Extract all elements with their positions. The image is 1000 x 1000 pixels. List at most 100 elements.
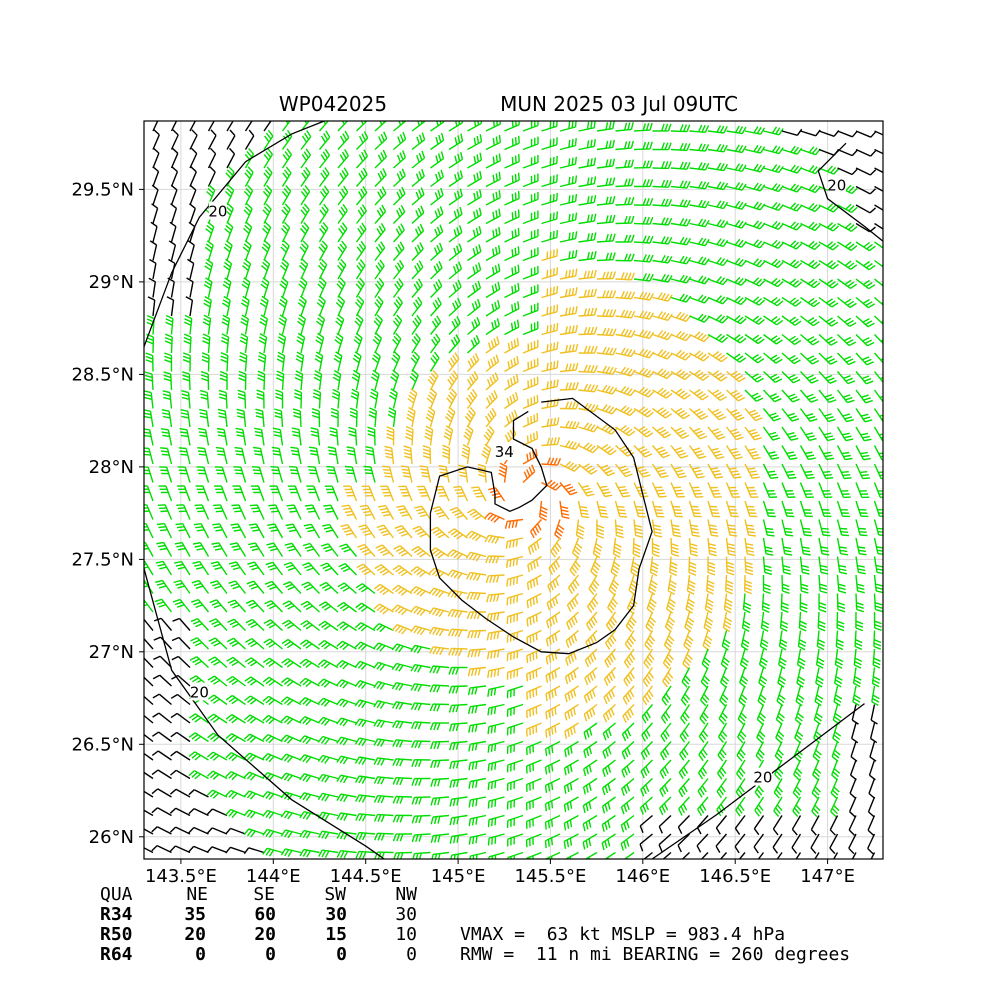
wind-barb — [277, 332, 287, 354]
wind-barb — [430, 242, 444, 262]
wind-barb — [762, 574, 771, 595]
wind-barb — [226, 637, 246, 650]
wind-barb — [867, 815, 876, 836]
wind-barb — [374, 259, 385, 280]
wind-barb — [621, 740, 635, 760]
wind-radii-table: QUA NE SE SW NW R34 35 60 30 30 R50 20 2… — [100, 884, 417, 965]
wind-barb — [522, 376, 539, 391]
wind-barb — [726, 352, 747, 363]
wind-barb — [578, 194, 597, 206]
wind-barb — [855, 278, 876, 290]
wind-barb — [679, 722, 691, 743]
wind-barb — [677, 833, 690, 853]
wind-barb — [744, 352, 765, 364]
wind-barb — [651, 482, 667, 498]
wind-barb — [410, 625, 431, 636]
wind-barb — [796, 667, 806, 688]
wind-barb — [704, 593, 714, 614]
wind-barb — [578, 345, 598, 354]
wind-barb — [485, 134, 501, 151]
wind-barb — [355, 850, 376, 859]
wind-barb — [346, 446, 358, 465]
wind-barb — [180, 409, 191, 428]
wind-barb — [641, 704, 654, 724]
wind-barb — [837, 296, 857, 308]
wind-barb — [781, 574, 790, 594]
wind-barb — [262, 676, 283, 687]
wind-barb — [271, 446, 284, 465]
wind-barb — [633, 197, 654, 206]
wind-barb — [688, 426, 708, 440]
wind-barb — [818, 222, 840, 232]
wind-barb — [392, 314, 403, 335]
wind-barb — [380, 485, 395, 502]
wind-barb — [207, 121, 215, 132]
wind-barb — [485, 354, 500, 373]
wind-barb — [506, 777, 524, 791]
wind-barb — [737, 704, 747, 725]
wind-barb — [169, 807, 191, 817]
wind-barb — [781, 221, 803, 231]
wind-barb — [651, 538, 660, 558]
table-header-nw: NW — [395, 884, 417, 905]
wind-barb — [486, 592, 505, 603]
wind-barb — [231, 504, 247, 520]
wind-barb — [373, 583, 394, 596]
wind-barb — [171, 636, 191, 650]
wind-barb — [541, 379, 559, 391]
wind-barb — [354, 756, 376, 766]
wind-barb — [281, 203, 291, 224]
wind-barb — [411, 187, 425, 206]
wind-barb — [187, 240, 195, 261]
wind-barb — [260, 258, 271, 280]
wind-barb — [504, 337, 520, 354]
wind-barb — [526, 759, 542, 774]
wind-barb — [406, 406, 416, 428]
wind-barb — [689, 313, 710, 323]
wind-barb — [584, 648, 598, 668]
wind-barb — [175, 523, 191, 539]
x-tick-label: 147°E — [800, 866, 855, 887]
wind-barb — [851, 722, 859, 744]
wind-barb — [763, 277, 784, 288]
wind-barb — [251, 466, 265, 483]
wind-barb — [144, 828, 154, 835]
wind-barb — [544, 796, 561, 812]
wind-barb — [281, 619, 302, 632]
wind-barb — [155, 579, 173, 594]
wind-barb — [670, 255, 692, 265]
wind-barb — [337, 204, 348, 224]
wind-barb — [697, 778, 709, 798]
wind-barb — [188, 807, 209, 817]
wind-barb — [725, 500, 739, 518]
wind-barb — [188, 789, 209, 798]
wind-barb — [310, 427, 321, 446]
wind-barb — [522, 431, 539, 447]
wind-barb — [522, 121, 539, 132]
wind-barb — [220, 333, 230, 354]
wind-barb — [852, 685, 861, 707]
wind-barb — [429, 333, 441, 354]
wind-barb — [314, 351, 324, 372]
wind-barb — [485, 190, 501, 206]
wind-barb — [761, 593, 771, 614]
wind-barb — [545, 629, 561, 647]
wind-barb — [796, 648, 806, 670]
wind-barb — [762, 482, 778, 498]
wind-barb — [294, 389, 303, 409]
wind-barb — [244, 657, 265, 669]
wind-barb — [467, 666, 487, 677]
wind-barb — [855, 408, 873, 423]
wind-barb — [225, 694, 246, 706]
wind-barb — [605, 611, 618, 632]
wind-barb — [522, 191, 539, 206]
wind-barb — [171, 655, 191, 669]
wind-barb — [818, 574, 828, 594]
wind-barb — [772, 833, 783, 854]
wind-barb — [818, 408, 836, 423]
wind-barb — [707, 500, 721, 518]
wind-barb — [227, 599, 247, 613]
wind-barb — [615, 215, 635, 225]
wind-barb — [216, 427, 228, 446]
wind-barb — [762, 389, 782, 403]
